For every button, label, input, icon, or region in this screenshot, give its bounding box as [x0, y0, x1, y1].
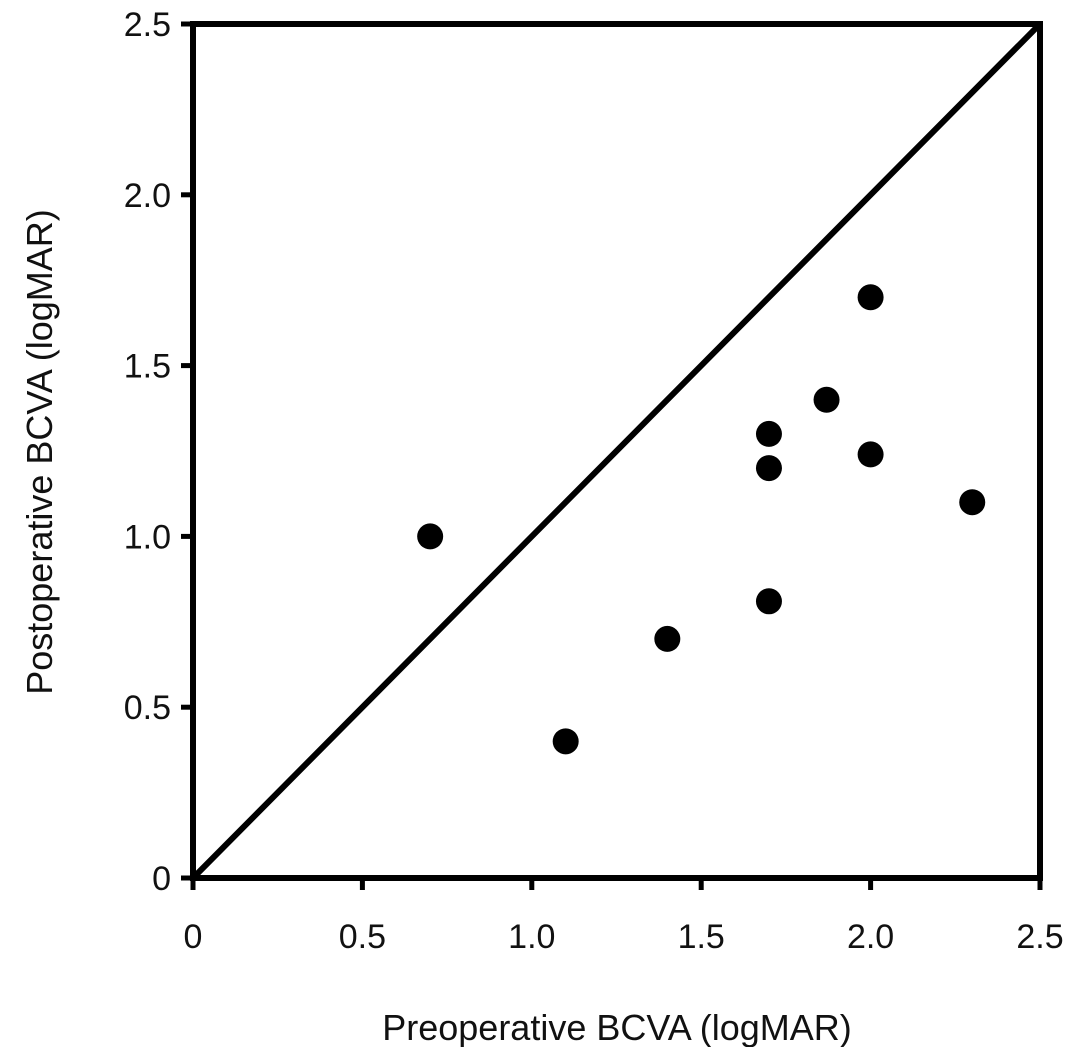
data-point	[959, 489, 986, 516]
data-point	[755, 588, 782, 615]
data-point	[755, 420, 782, 447]
y-axis-title: Postoperative BCVA (logMAR)	[19, 209, 60, 695]
y-tick-label: 0.5	[124, 689, 171, 727]
data-point	[813, 386, 840, 413]
x-tick-label: 0.5	[339, 918, 386, 956]
identity-line-group	[190, 21, 1043, 881]
y-tick-label: 1.0	[124, 518, 171, 556]
data-point	[755, 455, 782, 482]
plot-frame	[190, 21, 1043, 881]
data-point	[417, 523, 444, 550]
data-point	[857, 284, 884, 311]
data-point	[654, 625, 681, 652]
x-tick-label: 2.5	[1016, 918, 1063, 956]
y-tick-label: 1.5	[124, 348, 171, 386]
data-point	[857, 441, 884, 468]
x-tick-label: 1.0	[508, 918, 555, 956]
axis-ticks: 0 0.5 1.0 1.5 2.0 2.5 0 0.5 1.0 1.5 2.0 2.5	[124, 6, 1064, 956]
y-tick-label: 2.0	[124, 177, 171, 215]
x-tick-label: 2.0	[847, 918, 894, 956]
data-point	[552, 728, 579, 755]
x-axis-title: Preoperative BCVA (logMAR)	[382, 1007, 852, 1047]
x-tick-label: 1.5	[678, 918, 725, 956]
y-tick-label: 2.5	[124, 6, 171, 44]
x-tick-label: 0	[184, 918, 203, 956]
identity-line	[190, 21, 1043, 881]
y-tick-label: 0	[152, 860, 171, 898]
plot-border	[190, 21, 1043, 881]
data-points	[417, 284, 986, 755]
